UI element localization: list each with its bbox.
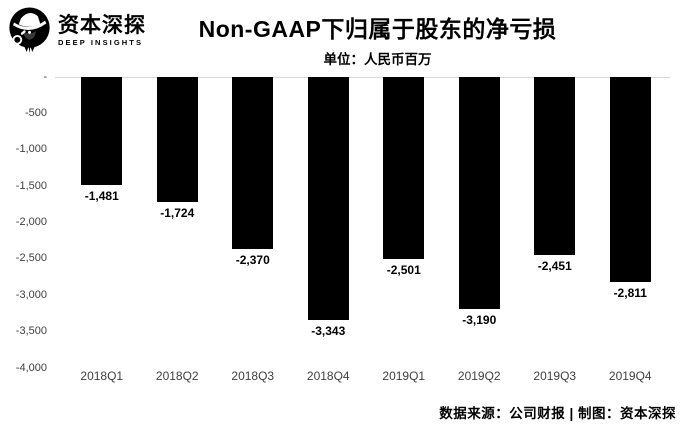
y-axis-tick-label: -3,000 — [15, 288, 47, 301]
brand-subname: DEEP INSIGHTS — [58, 38, 144, 47]
bar-value-label: -1,724 — [160, 206, 195, 220]
x-axis-label-2019Q1: 2019Q1 — [382, 369, 426, 383]
x-axis-label-2019Q3: 2019Q3 — [533, 369, 577, 383]
detective-logo-icon — [9, 7, 50, 53]
brand-name: 资本深探 — [58, 14, 146, 37]
bar-value-label: -2,370 — [235, 253, 270, 267]
bar-2019Q4 — [609, 77, 651, 282]
x-axis-label-2019Q2: 2019Q2 — [457, 369, 501, 383]
y-axis-tick-label: -3,500 — [15, 325, 47, 338]
y-axis-tick-label: - — [43, 70, 47, 83]
chart-title: Non-GAAP下归属于股东的净亏损 — [198, 16, 557, 42]
bar-value-label: -2,451 — [537, 259, 572, 273]
bar-2019Q1 — [383, 77, 425, 259]
bar-value-label: -1,481 — [84, 189, 119, 203]
bar-value-label: -3,190 — [462, 313, 497, 327]
x-axis-label-2019Q4: 2019Q4 — [608, 369, 652, 383]
y-axis-tick-label: -4,000 — [15, 361, 47, 374]
x-axis-label-2018Q2: 2018Q2 — [155, 369, 199, 383]
x-axis-label-2018Q4: 2018Q4 — [306, 369, 350, 383]
brand-logo: 资本深探 DEEP INSIGHTS — [7, 6, 146, 53]
bar-2018Q1 — [81, 77, 123, 185]
bar-value-label: -2,501 — [386, 263, 421, 277]
y-axis-tick-label: -1,000 — [15, 143, 47, 156]
zero-axis-line — [55, 77, 670, 78]
x-axis-label-2018Q3: 2018Q3 — [231, 369, 275, 383]
source-credit: 数据来源：公司财报 | 制图：资本深探 — [439, 406, 676, 421]
bar-2019Q3 — [534, 77, 576, 255]
bar-2018Q2 — [156, 77, 198, 202]
bar-2018Q4 — [307, 77, 349, 320]
bar-value-label: -3,343 — [311, 324, 346, 338]
bar-value-label: -2,811 — [613, 286, 647, 300]
brand-text: 资本深探 DEEP INSIGHTS — [58, 6, 146, 47]
bar-2019Q2 — [458, 77, 500, 309]
bar-2018Q3 — [232, 77, 274, 249]
y-axis-tick-label: -1,500 — [15, 179, 47, 192]
y-axis-tick-label: -500 — [24, 106, 47, 119]
chart-unit-subtitle: 单位：人民币百万 — [323, 52, 432, 67]
x-axis-label-2018Q1: 2018Q1 — [80, 369, 124, 383]
y-axis-tick-label: -2,500 — [15, 252, 47, 265]
y-axis-tick-label: -2,000 — [15, 216, 47, 228]
